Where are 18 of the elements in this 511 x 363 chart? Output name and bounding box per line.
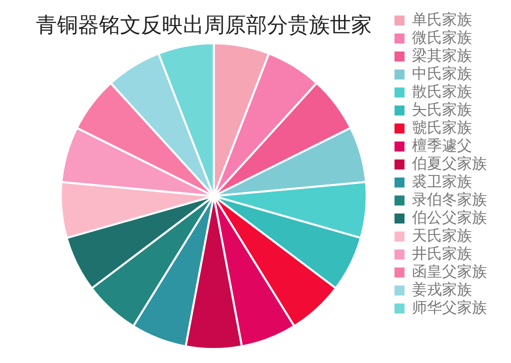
legend-label: 梁其家族 (412, 46, 472, 64)
legend-label: 井氏家族 (412, 244, 472, 262)
legend-label: 虢氏家族 (412, 118, 472, 136)
legend-label: 单氏家族 (412, 10, 472, 28)
legend-label: 檀季遽父 (412, 136, 472, 154)
legend-label: 伯公父家族 (411, 208, 487, 226)
legend-label: 录伯冬家族 (412, 190, 487, 208)
legend-label: 姜戎家族 (412, 280, 472, 298)
legend-label: 微氏家族 (412, 28, 472, 46)
legend-label: 夨氏家族 (412, 100, 472, 118)
legend-label: 师华父家族 (412, 298, 487, 316)
legend-label: 函皇父家族 (412, 262, 487, 280)
legend-label: 天氏家族 (412, 226, 472, 244)
legend-label: 中氏家族 (412, 64, 472, 82)
legend-label: 伯夏父家族 (411, 154, 487, 172)
chart-title: 青铜器铭文反映出周原部分贵族世家 (36, 13, 372, 38)
legend-label: 裘卫家族 (412, 172, 472, 190)
legend-label: 散氏家族 (412, 82, 472, 100)
